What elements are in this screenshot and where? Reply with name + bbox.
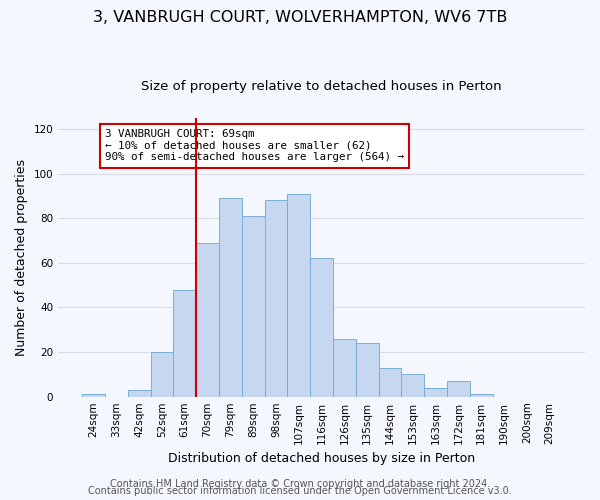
Text: Contains HM Land Registry data © Crown copyright and database right 2024.: Contains HM Land Registry data © Crown c… <box>110 479 490 489</box>
Bar <box>379 368 401 396</box>
Bar <box>310 258 333 396</box>
Text: Contains public sector information licensed under the Open Government Licence v3: Contains public sector information licen… <box>88 486 512 496</box>
Title: Size of property relative to detached houses in Perton: Size of property relative to detached ho… <box>141 80 502 93</box>
Bar <box>82 394 105 396</box>
Bar <box>173 290 196 397</box>
Bar <box>128 390 151 396</box>
Bar <box>219 198 242 396</box>
Bar <box>356 343 379 396</box>
Text: 3 VANBRUGH COURT: 69sqm
← 10% of detached houses are smaller (62)
90% of semi-de: 3 VANBRUGH COURT: 69sqm ← 10% of detache… <box>105 129 404 162</box>
Bar <box>242 216 265 396</box>
Bar <box>196 242 219 396</box>
Y-axis label: Number of detached properties: Number of detached properties <box>15 158 28 356</box>
Bar <box>401 374 424 396</box>
Bar <box>470 394 493 396</box>
Bar <box>424 388 447 396</box>
Bar <box>447 381 470 396</box>
Text: 3, VANBRUGH COURT, WOLVERHAMPTON, WV6 7TB: 3, VANBRUGH COURT, WOLVERHAMPTON, WV6 7T… <box>93 10 507 25</box>
Bar <box>287 194 310 396</box>
X-axis label: Distribution of detached houses by size in Perton: Distribution of detached houses by size … <box>168 452 475 465</box>
Bar <box>151 352 173 397</box>
Bar <box>265 200 287 396</box>
Bar <box>333 338 356 396</box>
